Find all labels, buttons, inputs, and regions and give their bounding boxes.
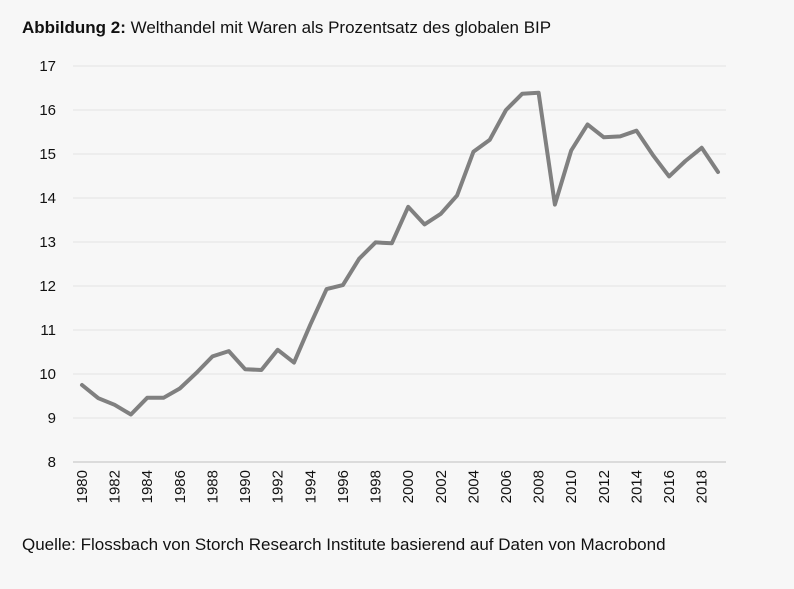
x-tick-label: 1982	[107, 470, 124, 503]
y-tick-label: 17	[39, 58, 56, 75]
y-tick-label: 10	[39, 366, 56, 383]
x-tick-label: 2008	[531, 470, 548, 503]
x-tick-label: 1980	[74, 470, 91, 503]
x-tick-label: 1988	[204, 470, 221, 503]
x-tick-label: 1994	[302, 470, 319, 503]
figure-title: Abbildung 2: Welthandel mit Waren als Pr…	[22, 18, 551, 38]
x-tick-label: 1998	[368, 470, 385, 503]
series-line	[80, 90, 720, 417]
y-tick-label: 13	[39, 234, 56, 251]
y-tick-label: 9	[48, 410, 56, 427]
x-tick-label: 1984	[139, 470, 156, 503]
x-tick-label: 1992	[270, 470, 287, 503]
x-tick-label: 2004	[465, 470, 482, 503]
x-tick-label: 2018	[694, 470, 711, 503]
x-tick-label: 2006	[498, 470, 515, 503]
x-tick-label: 2012	[596, 470, 613, 503]
x-tick-label: 2002	[433, 470, 450, 503]
figure-source: Quelle: Flossbach von Storch Research In…	[22, 535, 666, 554]
x-tick-label: 1986	[172, 470, 189, 503]
figure-title-label: Abbildung 2:	[22, 18, 126, 37]
x-tick-label: 2014	[628, 470, 645, 503]
y-tick-label: 15	[39, 146, 56, 163]
y-tick-label: 8	[48, 454, 56, 471]
x-tick-label: 2016	[661, 470, 678, 503]
x-tick-label: 2010	[563, 470, 580, 503]
y-tick-label: 14	[39, 190, 56, 207]
figure-title-text: Welthandel mit Waren als Prozentsatz des…	[130, 18, 552, 37]
y-tick-label: 16	[39, 102, 56, 119]
x-tick-label: 1990	[237, 470, 254, 503]
y-tick-label: 12	[39, 278, 56, 295]
x-tick-label: 2000	[400, 470, 417, 503]
x-tick-label: 1996	[335, 470, 352, 503]
y-tick-label: 11	[40, 322, 56, 339]
